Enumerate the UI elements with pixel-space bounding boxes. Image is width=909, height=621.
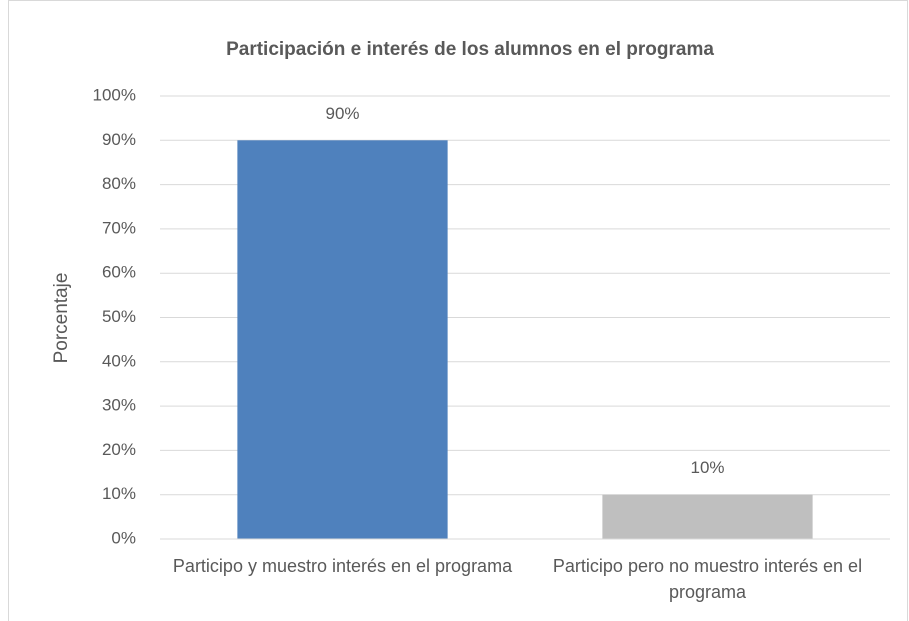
x-tick-label: Participo y muestro interés en el progra… — [172, 556, 513, 576]
y-tick-label: 50% — [102, 307, 136, 326]
chart-title: Participación e interés de los alumnos e… — [226, 39, 714, 60]
y-tick-label: 100% — [93, 85, 136, 104]
y-tick-label: 10% — [102, 484, 136, 503]
y-tick-label: 90% — [102, 130, 136, 149]
data-label: 10% — [690, 458, 724, 477]
x-tick-label: Participo pero no muestro interés en el … — [552, 556, 863, 602]
y-axis-label: Porcentaje — [51, 273, 72, 364]
y-tick-label: 20% — [102, 440, 136, 459]
bar — [237, 140, 448, 540]
y-tick-label: 0% — [111, 528, 136, 547]
y-tick-label: 60% — [102, 263, 136, 282]
bar — [602, 494, 813, 539]
y-tick-label: 80% — [102, 174, 136, 193]
y-tick-label: 30% — [102, 396, 136, 415]
y-tick-label: 70% — [102, 218, 136, 237]
data-label: 90% — [325, 104, 359, 123]
y-tick-label: 40% — [102, 351, 136, 370]
